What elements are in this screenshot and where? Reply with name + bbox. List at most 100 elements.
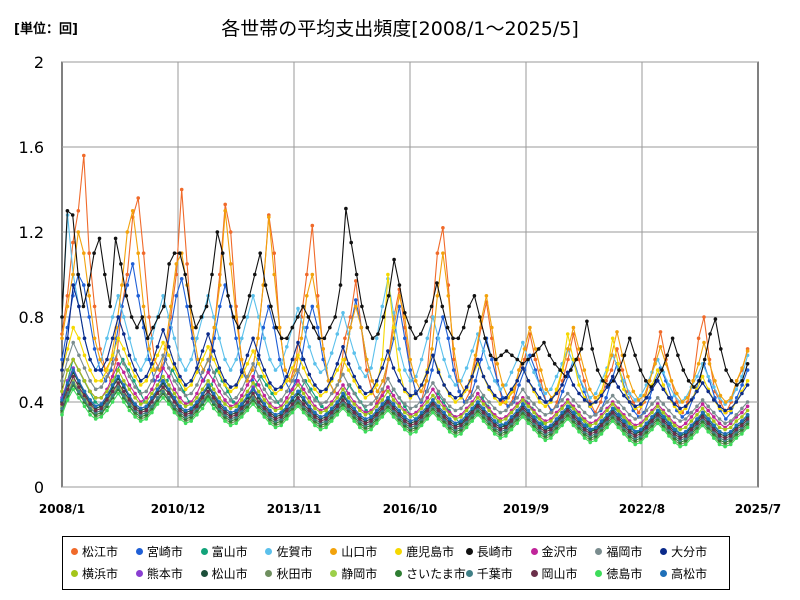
data-point [251,396,255,400]
data-point [622,379,626,383]
data-point [447,421,452,426]
data-point [105,357,109,362]
data-point [676,353,680,358]
data-point [457,379,462,383]
data-point [419,398,424,402]
data-point [425,389,430,394]
data-point [211,387,216,392]
data-point [99,415,104,419]
data-point [352,351,357,355]
data-point [740,383,744,387]
data-point [321,347,326,351]
data-point [481,419,486,423]
data-point [110,393,115,398]
data-point [582,387,587,392]
data-point [77,353,81,358]
data-point [702,357,707,362]
data-point [685,396,690,400]
data-point [279,415,284,419]
data-point [71,240,75,245]
data-point [734,387,739,392]
data-point [363,417,368,421]
data-point [442,410,446,415]
data-point [369,366,373,370]
data-point [639,427,643,432]
data-point [391,393,396,398]
data-point [585,319,589,324]
data-point [569,368,573,372]
legend-marker [200,569,208,577]
data-point [223,406,227,411]
data-point [155,353,160,358]
data-point [490,325,494,330]
data-point [594,413,598,417]
data-point [500,383,505,387]
data-point [234,383,238,387]
data-point [498,436,503,440]
data-point [172,251,177,255]
data-point [211,391,216,396]
data-point [504,417,508,421]
data-point [436,389,441,394]
data-point [206,389,210,394]
data-point [226,389,230,394]
data-point [700,374,705,379]
legend-item: 千葉市 [465,563,531,583]
data-point [734,413,739,417]
data-point [667,434,671,438]
data-point [341,391,345,396]
data-point [436,336,441,341]
data-point [451,368,456,372]
data-point [122,315,126,319]
data-point [595,368,600,372]
data-point [549,410,553,415]
data-point [167,262,171,266]
data-point [285,396,289,400]
data-point [622,419,626,423]
data-point [549,427,553,432]
data-point [577,391,581,396]
data-point [116,385,120,389]
data-point [430,347,434,351]
data-point [167,345,171,349]
data-point [363,404,368,409]
data-point [174,294,179,298]
data-point [127,408,132,413]
data-point [161,374,165,379]
data-point [549,419,553,423]
data-point [639,402,643,406]
data-point [740,406,744,411]
data-point [144,374,149,379]
data-point [554,413,559,417]
data-point [667,383,671,387]
data-point [240,370,244,375]
data-point [616,417,621,421]
data-point [522,357,527,362]
data-point [88,413,92,417]
data-point [183,408,188,413]
data-point [745,408,750,413]
data-point [228,368,233,372]
data-point [77,396,81,400]
legend-item: 金沢市 [530,541,596,561]
data-point [352,374,357,379]
data-point [665,353,669,358]
data-point [717,425,722,430]
data-point [571,410,576,415]
data-point [245,374,250,379]
data-point [329,351,334,355]
data-point [262,398,267,402]
data-point [560,415,564,419]
data-point [504,383,508,387]
data-point [172,400,177,404]
data-point [92,304,97,309]
data-point [717,421,722,426]
data-point [189,406,193,411]
data-point [245,400,250,404]
data-point [528,353,532,358]
data-point [133,396,137,400]
data-point [515,357,520,362]
data-point [728,434,733,438]
data-point [526,404,531,409]
data-point [745,349,750,353]
